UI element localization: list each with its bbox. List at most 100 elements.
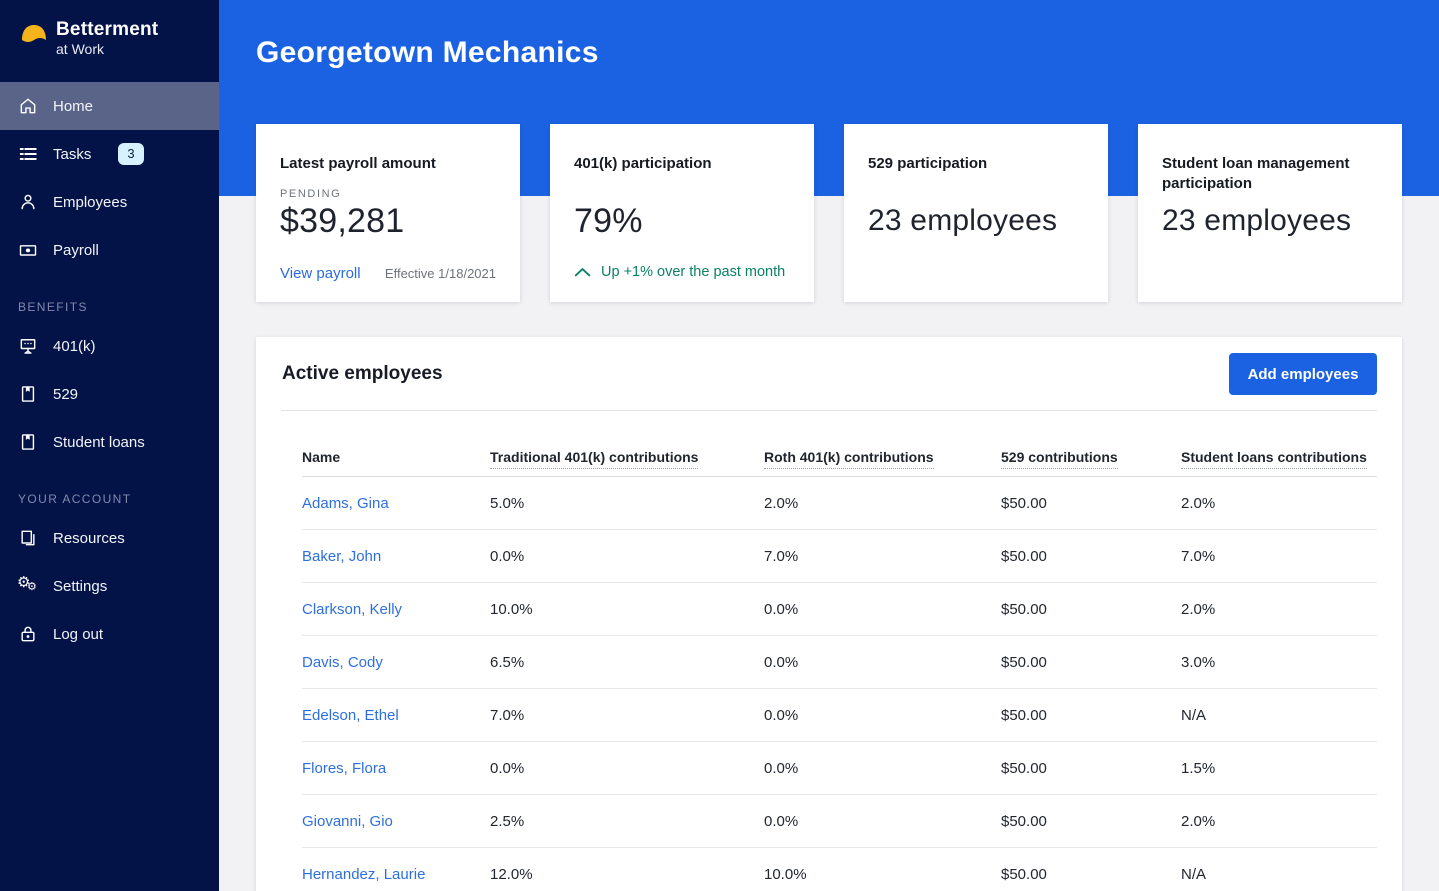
column-header-529[interactable]: 529 contributions bbox=[1001, 449, 1181, 469]
sidebar-item-529[interactable]: 529 bbox=[0, 370, 219, 418]
lock-icon bbox=[18, 624, 38, 644]
table-header-row: Name Traditional 401(k) contributions Ro… bbox=[302, 411, 1377, 477]
banknote-icon bbox=[18, 240, 38, 260]
traditional-401k-value: 0.0% bbox=[490, 759, 525, 777]
presentation-board-icon bbox=[18, 336, 38, 356]
column-header-traditional-401k[interactable]: Traditional 401(k) contributions bbox=[490, 449, 764, 469]
sidebar-item-employees[interactable]: Employees bbox=[0, 178, 219, 226]
book-icon bbox=[18, 384, 38, 404]
card-title: Latest payroll amount bbox=[280, 155, 436, 172]
main-area: Georgetown Mechanics Latest payroll amou… bbox=[219, 0, 1439, 891]
sidebar-item-label: 401(k) bbox=[53, 337, 96, 355]
sidebar-item-label: 529 bbox=[53, 385, 79, 403]
roth-401k-value: 0.0% bbox=[764, 759, 799, 777]
card-title: 401(k) participation bbox=[574, 155, 712, 172]
employee-name-link[interactable]: Clarkson, Kelly bbox=[302, 600, 403, 618]
page-title: Georgetown Mechanics bbox=[256, 36, 599, 69]
529-participation-card: 529 participation 23 employees bbox=[844, 124, 1108, 302]
table-row: Clarkson, Kelly 10.0% 0.0% $50.00 2.0% bbox=[302, 583, 1377, 636]
column-header-roth-401k[interactable]: Roth 401(k) contributions bbox=[764, 449, 1001, 469]
sidebar-item-label: Resources bbox=[53, 529, 125, 547]
home-icon bbox=[18, 96, 38, 116]
traditional-401k-value: 2.5% bbox=[490, 812, 525, 830]
student-loans-value: 2.0% bbox=[1181, 494, 1216, 512]
stat-cards-row: Latest payroll amount PENDING $39,281 Vi… bbox=[256, 124, 1402, 302]
brand-logo: Betterment at Work bbox=[0, 0, 219, 58]
roth-401k-value: 0.0% bbox=[764, 653, 799, 671]
sidebar-item-payroll[interactable]: Payroll bbox=[0, 226, 219, 274]
employee-name-link[interactable]: Edelson, Ethel bbox=[302, 706, 399, 724]
employee-name-link[interactable]: Flores, Flora bbox=[302, 759, 387, 777]
529-participation-value: 23 employees bbox=[868, 204, 1058, 237]
roth-401k-value: 0.0% bbox=[764, 600, 799, 618]
latest-payroll-card: Latest payroll amount PENDING $39,281 Vi… bbox=[256, 124, 520, 302]
student-loans-value: 1.5% bbox=[1181, 759, 1216, 777]
sidebar-item-home[interactable]: Home bbox=[0, 82, 219, 130]
gears-icon: ⚙ ⚙ bbox=[17, 574, 37, 593]
sidebar-item-label: Employees bbox=[53, 193, 128, 211]
table-row: Davis, Cody 6.5% 0.0% $50.00 3.0% bbox=[302, 636, 1377, 689]
person-icon bbox=[18, 192, 38, 212]
payroll-status-label: PENDING bbox=[280, 188, 342, 200]
brand-text: Betterment at Work bbox=[56, 20, 158, 58]
student-loans-value: 7.0% bbox=[1181, 547, 1216, 565]
table-row: Baker, John 0.0% 7.0% $50.00 7.0% bbox=[302, 530, 1377, 583]
401k-trend: Up +1% over the past month bbox=[574, 264, 785, 280]
card-title: 529 participation bbox=[868, 155, 988, 172]
529-value: $50.00 bbox=[1001, 600, 1047, 618]
employee-name-link[interactable]: Baker, John bbox=[302, 547, 382, 565]
sidebar-item-label: Tasks bbox=[53, 145, 92, 163]
add-employees-button[interactable]: Add employees bbox=[1229, 353, 1377, 395]
payroll-card-footer: View payroll Effective 1/18/2021 bbox=[280, 265, 496, 282]
sidebar-nav: Home Tasks 3 Employees Payroll bbox=[0, 82, 219, 658]
active-employees-panel: Active employees Add employees Name Trad… bbox=[256, 337, 1402, 891]
brand-subtitle: at Work bbox=[56, 41, 104, 57]
table-row: Giovanni, Gio 2.5% 0.0% $50.00 2.0% bbox=[302, 795, 1377, 848]
sidebar-item-401k[interactable]: 401(k) bbox=[0, 322, 219, 370]
529-value: $50.00 bbox=[1001, 494, 1047, 512]
student-loans-value: N/A bbox=[1181, 866, 1207, 883]
view-payroll-link[interactable]: View payroll bbox=[280, 265, 361, 282]
brand-name: Betterment bbox=[56, 19, 159, 40]
roth-401k-value: 7.0% bbox=[764, 547, 799, 565]
traditional-401k-value: 5.0% bbox=[490, 494, 525, 512]
student-loan-participation-card: Student loan management participation 23… bbox=[1138, 124, 1402, 302]
sidebar-item-tasks[interactable]: Tasks 3 bbox=[0, 130, 219, 178]
panel-header: Active employees Add employees bbox=[281, 337, 1377, 411]
student-loan-participation-value: 23 employees bbox=[1162, 204, 1352, 237]
529-value: $50.00 bbox=[1001, 547, 1047, 565]
employee-name-link[interactable]: Giovanni, Gio bbox=[302, 812, 393, 830]
documents-icon bbox=[18, 528, 38, 548]
sidebar-item-resources[interactable]: Resources bbox=[0, 514, 219, 562]
roth-401k-value: 2.0% bbox=[764, 494, 799, 512]
sidebar-item-logout[interactable]: Log out bbox=[0, 610, 219, 658]
main-content: Georgetown Mechanics Latest payroll amou… bbox=[219, 0, 1439, 891]
401k-participation-value: 79% bbox=[574, 202, 643, 240]
betterment-logo-icon bbox=[22, 25, 46, 42]
sidebar-item-label: Log out bbox=[53, 625, 104, 643]
sidebar-item-label: Student loans bbox=[53, 433, 145, 451]
sidebar-item-student-loans[interactable]: Student loans bbox=[0, 418, 219, 466]
panel-title: Active employees bbox=[282, 363, 443, 384]
employees-table: Name Traditional 401(k) contributions Ro… bbox=[281, 411, 1377, 891]
sidebar-item-settings[interactable]: ⚙ ⚙ Settings bbox=[0, 562, 219, 610]
roth-401k-value: 0.0% bbox=[764, 706, 799, 724]
employee-name-link[interactable]: Adams, Gina bbox=[302, 494, 389, 512]
payroll-effective-date: Effective 1/18/2021 bbox=[384, 266, 496, 281]
book-icon bbox=[18, 432, 38, 452]
table-row: Hernandez, Laurie 12.0% 10.0% $50.00 N/A bbox=[302, 848, 1377, 891]
529-value: $50.00 bbox=[1001, 706, 1047, 724]
student-loans-value: 2.0% bbox=[1181, 600, 1216, 618]
sidebar: Betterment at Work Home Tasks 3 bbox=[0, 0, 219, 891]
employee-name-link[interactable]: Hernandez, Laurie bbox=[302, 866, 426, 883]
529-value: $50.00 bbox=[1001, 759, 1047, 777]
column-header-student-loans[interactable]: Student loans contributions bbox=[1181, 449, 1377, 469]
tasks-list-icon bbox=[18, 144, 38, 164]
401k-trend-text: Up +1% over the past month bbox=[601, 264, 786, 280]
table-row: Adams, Gina 5.0% 2.0% $50.00 2.0% bbox=[302, 477, 1377, 530]
chevron-up-icon bbox=[574, 268, 591, 277]
employee-name-link[interactable]: Davis, Cody bbox=[302, 653, 383, 671]
roth-401k-value: 10.0% bbox=[764, 866, 807, 883]
student-loans-value: 2.0% bbox=[1181, 812, 1216, 830]
